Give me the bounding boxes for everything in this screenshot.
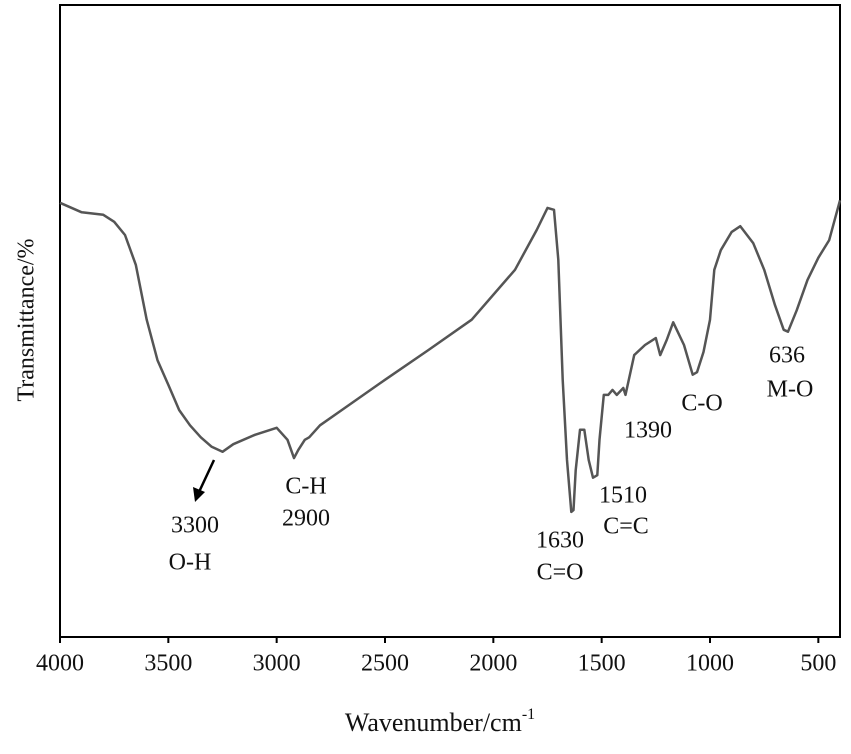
x-tick-label: 2500: [361, 651, 409, 677]
annotation: O-H: [169, 550, 212, 576]
x-tick-label: 1500: [578, 651, 626, 677]
x-axis-label: Wavenumber/cm-1: [345, 706, 535, 737]
annotation: C-O: [681, 391, 722, 417]
annotation: C-H: [285, 474, 326, 500]
annotation: 1390: [624, 418, 672, 444]
annotation: 1510: [599, 483, 647, 509]
annotation: C=O: [537, 560, 584, 586]
x-tick-label: 500: [800, 651, 836, 677]
x-axis-label-sup: -1: [522, 706, 535, 723]
x-tick-label: 2000: [469, 651, 517, 677]
annotation: 1630: [536, 528, 584, 554]
annotation: 3300: [171, 513, 219, 539]
annotation: 636: [769, 343, 805, 369]
annotation: C=C: [603, 514, 649, 540]
x-axis-label-main: Wavenumber/cm: [345, 708, 522, 737]
arrow-head: [193, 487, 205, 502]
arrow: [197, 459, 216, 493]
x-tick-label: 3500: [144, 651, 192, 677]
annotation: M-O: [767, 377, 814, 403]
x-tick-label: 3000: [253, 651, 301, 677]
x-tick-label: 1000: [686, 651, 734, 677]
spectrum-line: [59, 199, 842, 514]
plot-frame: [59, 4, 841, 638]
x-tick-label: 4000: [36, 651, 84, 677]
annotation: 2900: [282, 506, 330, 532]
y-axis-label: Transmittance/%: [14, 238, 40, 401]
